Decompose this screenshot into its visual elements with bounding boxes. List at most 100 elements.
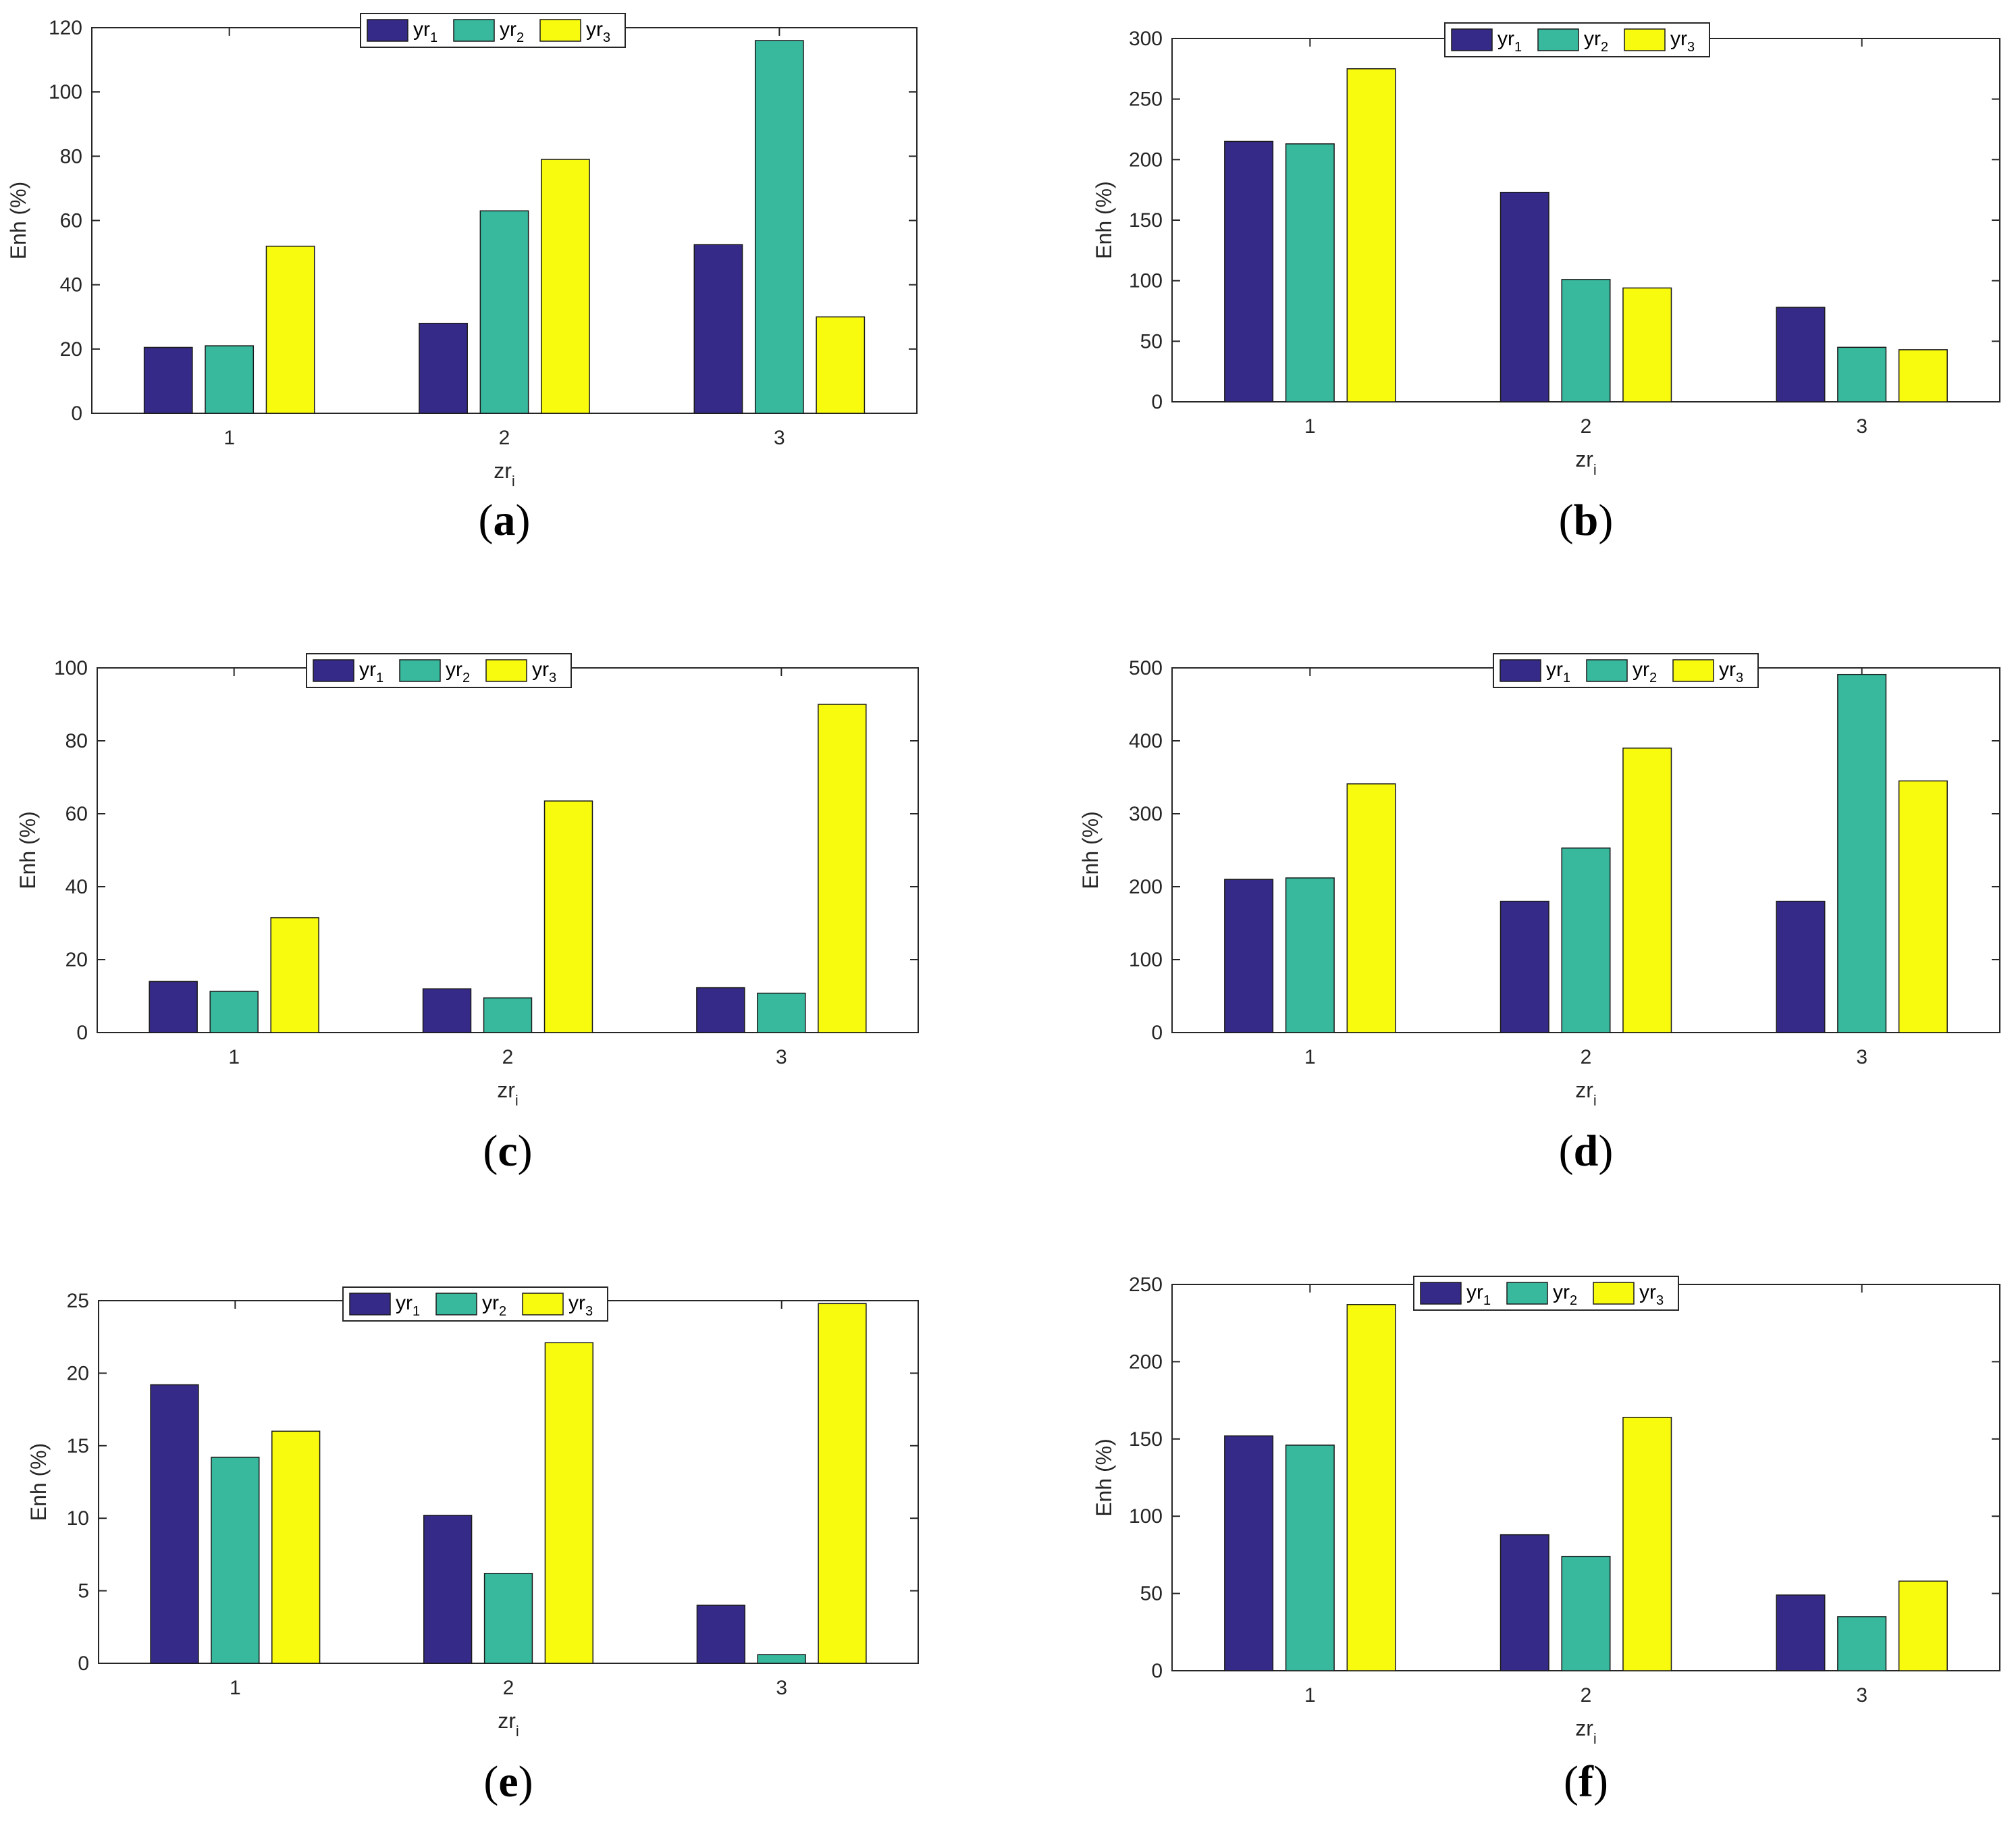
caption-close-paren: ) [1593, 1757, 1608, 1806]
y-tick-label: 120 [49, 17, 82, 39]
bar-d-yr3-1 [1346, 783, 1396, 1033]
x-tick-label: 2 [1581, 415, 1592, 438]
caption-open-paren: ( [483, 1126, 498, 1176]
legend-entry-yr2: yr2 [446, 658, 470, 685]
legend-entry-sub: 3 [1736, 671, 1743, 685]
legend-entry-main: yr [1584, 28, 1601, 50]
caption-open-paren: ( [479, 496, 494, 545]
x-axis-label: zri [1575, 1716, 1597, 1747]
x-axis-label-main: zr [497, 1078, 515, 1102]
x-tick-label: 1 [230, 1677, 241, 1699]
y-tick-label: 400 [1129, 730, 1163, 752]
x-axis-label-main: zr [498, 1709, 516, 1733]
bar-a-yr3-1 [265, 245, 315, 414]
legend-entry-main: yr [1553, 1281, 1570, 1303]
x-axis-label-sub: i [516, 1723, 519, 1740]
y-tick-label: 20 [67, 1362, 89, 1384]
legend-swatch-yr1 [1420, 1282, 1462, 1305]
x-tick-label: 2 [1581, 1684, 1592, 1707]
legend-entry-yr1: yr1 [413, 18, 437, 45]
bar-e-yr2-3 [757, 1654, 806, 1664]
bar-a-yr3-3 [816, 316, 866, 414]
y-tick-label: 300 [1129, 803, 1163, 825]
y-tick-label: 100 [54, 657, 88, 679]
bar-c-yr3-3 [818, 704, 867, 1033]
y-tick-label: 100 [49, 81, 82, 103]
legend-entry-main: yr [568, 1292, 585, 1314]
x-axis-label-sub: i [1593, 1092, 1597, 1109]
bar-f-yr3-3 [1898, 1580, 1948, 1671]
x-tick-label: 1 [223, 427, 235, 449]
bar-a-yr1-1 [143, 346, 193, 414]
bar-e-yr3-3 [818, 1303, 867, 1664]
bar-f-yr3-1 [1346, 1303, 1396, 1671]
x-axis-label-sub: i [1593, 461, 1597, 478]
bar-c-yr3-2 [543, 800, 593, 1033]
caption-letter: b [1574, 496, 1599, 545]
bar-c-yr1-2 [422, 988, 472, 1033]
y-tick-label: 100 [1129, 1505, 1163, 1528]
legend-swatch-yr2 [399, 659, 441, 682]
bar-f-yr1-3 [1776, 1594, 1826, 1671]
bar-f-yr1-2 [1500, 1534, 1549, 1671]
bar-b-yr2-3 [1837, 346, 1887, 402]
legend-entry-sub: 3 [603, 30, 610, 45]
bar-a-yr2-2 [479, 210, 529, 414]
legend-entry-sub: 1 [376, 671, 383, 685]
y-tick-label: 200 [1129, 149, 1163, 171]
y-axis-label: Enh (%) [1092, 181, 1116, 259]
x-axis-label: zri [498, 1709, 519, 1740]
legend-entry-yr1: yr1 [359, 658, 383, 685]
legend-entry-sub: 1 [1563, 671, 1570, 685]
bar-d-yr2-3 [1837, 673, 1887, 1033]
y-tick-label: 0 [1151, 1660, 1163, 1682]
legend-swatch-yr3 [1624, 28, 1666, 51]
legend-swatch-yr3 [539, 19, 581, 42]
legend-swatch-yr1 [1500, 659, 1541, 682]
panel-caption-f: (f) [1564, 1757, 1608, 1806]
caption-letter: c [498, 1126, 517, 1176]
x-tick-label: 2 [503, 1677, 514, 1699]
y-tick-label: 40 [65, 876, 88, 898]
legend: yr1 yr2 yr3 [360, 13, 626, 48]
bar-d-yr1-1 [1224, 879, 1274, 1033]
caption-letter: e [498, 1757, 518, 1806]
legend-swatch-yr2 [1537, 28, 1579, 51]
x-axis-label-main: zr [1575, 447, 1593, 471]
legend-swatch-yr2 [453, 19, 495, 42]
y-tick-label: 200 [1129, 1351, 1163, 1373]
x-tick-label: 3 [776, 1677, 787, 1699]
bar-d-yr2-2 [1561, 848, 1611, 1033]
bar-c-yr2-2 [483, 997, 533, 1033]
bar-b-yr3-2 [1622, 287, 1672, 402]
panel-caption-d: (d) [1559, 1126, 1614, 1176]
legend-swatch-yr1 [367, 19, 408, 42]
legend-swatch-yr3 [1593, 1282, 1635, 1305]
x-axis-label-sub: i [1593, 1730, 1597, 1747]
y-tick-label: 200 [1129, 876, 1163, 898]
x-axis-label-sub: i [512, 473, 515, 490]
y-tick-label: 500 [1129, 657, 1163, 679]
bar-d-yr3-3 [1898, 780, 1948, 1033]
legend-entry-sub: 2 [516, 30, 524, 45]
y-tick-label: 0 [71, 402, 82, 425]
y-tick-label: 0 [1151, 391, 1163, 413]
x-axis-label-main: zr [494, 459, 512, 483]
legend-entry-main: yr [586, 18, 603, 41]
y-tick-label: 20 [60, 338, 82, 361]
y-tick-label: 60 [60, 210, 82, 232]
legend-entry-yr3: yr3 [568, 1292, 593, 1319]
legend-entry-sub: 3 [1656, 1293, 1664, 1308]
bar-f-yr1-1 [1224, 1435, 1274, 1671]
bar-b-yr1-1 [1224, 140, 1274, 402]
caption-letter: d [1574, 1126, 1599, 1176]
bar-e-yr3-1 [271, 1430, 321, 1664]
legend-entry-main: yr [532, 658, 549, 681]
legend-entry-main: yr [1633, 658, 1649, 681]
x-tick-label: 2 [499, 427, 510, 449]
y-tick-label: 5 [78, 1580, 89, 1603]
legend-entry-sub: 1 [413, 1304, 420, 1319]
bar-a-yr2-1 [205, 345, 255, 414]
